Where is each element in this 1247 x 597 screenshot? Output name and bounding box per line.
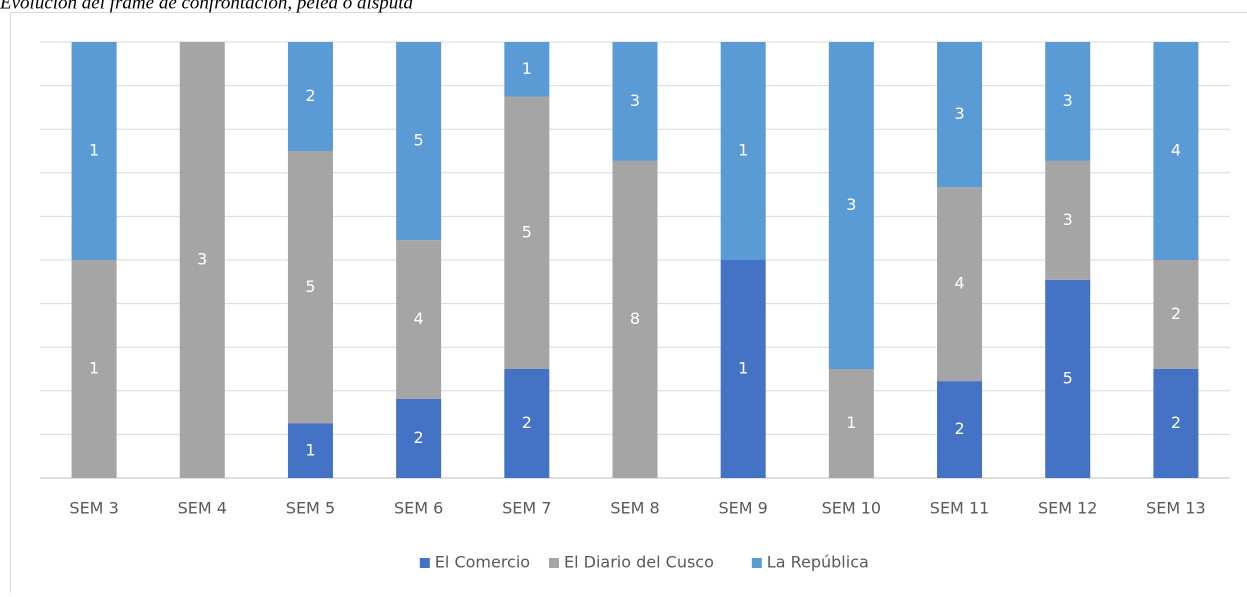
x-tick-label: SEM 7 xyxy=(502,499,551,518)
data-label: 3 xyxy=(846,195,856,214)
data-label: 1 xyxy=(846,413,856,432)
chart-title: Evolución del frame de confrontación, pe… xyxy=(0,0,413,13)
data-label: 4 xyxy=(1171,141,1181,160)
x-tick-label: SEM 3 xyxy=(69,499,118,518)
data-label: 5 xyxy=(522,222,532,241)
x-tick-label: SEM 11 xyxy=(930,499,990,518)
legend-swatch xyxy=(420,558,430,568)
data-label: 2 xyxy=(305,86,315,105)
legend-label: La República xyxy=(767,553,869,572)
x-tick-label: SEM 6 xyxy=(394,499,443,518)
data-label: 5 xyxy=(305,277,315,296)
x-tick-label: SEM 9 xyxy=(719,499,768,518)
data-label: 2 xyxy=(414,428,424,447)
data-label: 8 xyxy=(630,309,640,328)
data-label: 4 xyxy=(954,274,964,293)
data-label: 1 xyxy=(305,440,315,459)
x-tick-label: SEM 8 xyxy=(610,499,659,518)
data-label: 3 xyxy=(1063,210,1073,229)
x-tick-label: SEM 5 xyxy=(286,499,335,518)
legend-label: El Comercio xyxy=(435,553,530,572)
legend-swatch xyxy=(752,558,762,568)
data-label: 2 xyxy=(1171,304,1181,323)
data-label: 1 xyxy=(738,141,748,160)
data-label: 3 xyxy=(954,104,964,123)
data-label: 1 xyxy=(522,59,532,78)
legend-label: El Diario del Cusco xyxy=(564,553,714,572)
data-label: 1 xyxy=(738,359,748,378)
data-label: 5 xyxy=(414,131,424,150)
data-label: 1 xyxy=(89,359,99,378)
data-label: 3 xyxy=(197,250,207,269)
data-label: 4 xyxy=(414,309,424,328)
data-label: 3 xyxy=(1063,91,1073,110)
x-tick-label: SEM 4 xyxy=(178,499,227,518)
legend-swatch xyxy=(549,558,559,568)
data-label: 2 xyxy=(522,413,532,432)
x-tick-label: SEM 13 xyxy=(1146,499,1206,518)
data-label: 3 xyxy=(630,91,640,110)
data-label: 1 xyxy=(89,141,99,160)
x-tick-label: SEM 12 xyxy=(1038,499,1098,518)
data-label: 2 xyxy=(954,419,964,438)
data-label: 2 xyxy=(1171,413,1181,432)
data-label: 5 xyxy=(1063,368,1073,387)
x-tick-label: SEM 10 xyxy=(822,499,882,518)
